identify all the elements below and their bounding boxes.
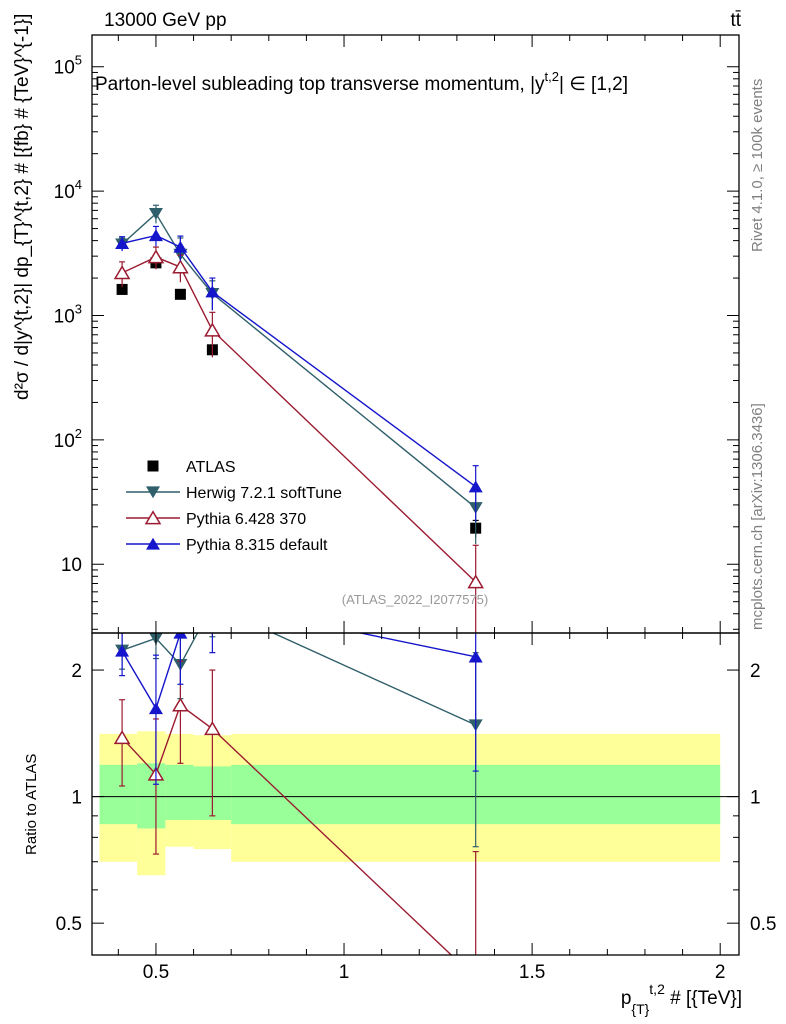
- ratio-y-axis-label: Ratio to ATLAS: [23, 754, 40, 855]
- data-point: [172, 259, 189, 274]
- ratio-line: [121, 633, 476, 711]
- ratio-y-tick-label-right: 1: [750, 788, 761, 809]
- ratio-panel-frame: [91, 632, 740, 956]
- rivet-version-label: Rivet 4.1.0, ≥ 100k events: [749, 79, 766, 252]
- main-y-tick-label: 105: [54, 53, 82, 79]
- series-pythia-8-315-default: [115, 225, 483, 522]
- ratio-point: [172, 697, 189, 712]
- ratio-point: [205, 596, 219, 608]
- ratio-series-pythia-8-315-default: [115, 596, 483, 785]
- main-y-tick-label: 10: [61, 555, 82, 576]
- data-point: [468, 480, 483, 493]
- main-panel-series: [113, 204, 484, 633]
- main-y-tick-label: 104: [54, 177, 82, 203]
- stat-uncertainty-band: [99, 764, 138, 825]
- series-line: [121, 212, 477, 509]
- ratio-point: [173, 633, 188, 639]
- data-point: [205, 285, 220, 298]
- energy-label: 13000 GeV pp: [104, 10, 227, 31]
- ratio-y-tick-label: 2: [71, 661, 82, 682]
- data-point: [204, 322, 221, 337]
- legend-label: ATLAS: [186, 459, 236, 476]
- data-point: [174, 288, 186, 300]
- legend-label: Pythia 6.428 370: [186, 511, 306, 528]
- legend-marker: [144, 510, 162, 525]
- data-point: [147, 249, 165, 264]
- main-y-tick-label: 103: [54, 301, 82, 327]
- main-y-tick-label: 102: [54, 426, 82, 452]
- x-tick-label: 2: [715, 962, 726, 983]
- data-point: [113, 265, 131, 280]
- data-point: [115, 237, 130, 249]
- ratio-point: [204, 720, 221, 736]
- legend-item: Herwig 7.2.1 softTune: [126, 485, 342, 502]
- x-tick-label: 0.5: [143, 962, 169, 983]
- legend-marker: [146, 537, 160, 550]
- plot-title: Parton-level subleading top transverse m…: [95, 69, 628, 95]
- stat-uncertainty-band: [165, 764, 194, 820]
- data-point: [116, 283, 128, 295]
- series-line: [121, 256, 477, 583]
- ratio-point: [115, 644, 130, 657]
- legend-item: Pythia 8.315 default: [126, 537, 328, 554]
- main-y-axis-label: d²σ / d|y^{t,2}| dp_{T}^{t,2} # [{fb} # …: [12, 14, 33, 400]
- stat-uncertainty-band: [137, 763, 166, 829]
- legend-item: ATLAS: [147, 459, 236, 476]
- data-point: [467, 574, 484, 589]
- ratio-point: [468, 650, 483, 663]
- legend-label: Pythia 8.315 default: [186, 537, 328, 554]
- ratio-y-tick-label-right: 0.5: [750, 914, 776, 935]
- ratio-panel-series: [113, 596, 483, 984]
- process-label: tt̄: [730, 10, 741, 31]
- ratio-point: [205, 600, 219, 612]
- data-point: [173, 240, 188, 253]
- ratio-y-tick-label-right: 2: [750, 661, 761, 682]
- axes: 0.5 1 1.5 2 10 102 103 104 105 0.5 0.5 1 1 2 2: [54, 35, 776, 983]
- ratio-point: [113, 730, 131, 745]
- legend-label: Herwig 7.2.1 softTune: [186, 485, 342, 502]
- analysis-watermark: (ATLAS_2022_I2077575): [342, 592, 488, 607]
- data-point: [148, 207, 163, 220]
- mcplots-label: mcplots.cern.ch [arXiv:1306.3436]: [749, 403, 766, 630]
- legend-item: Pythia 6.428 370: [126, 510, 306, 528]
- data-point: [148, 229, 163, 242]
- x-tick-label: 1.5: [519, 962, 545, 983]
- ratio-point: [469, 972, 483, 984]
- legend-marker: [147, 460, 159, 472]
- legend-marker: [146, 486, 160, 499]
- ratio-point: [148, 702, 163, 715]
- x-tick-label: 1: [339, 962, 350, 983]
- legend: ATLAS Herwig 7.2.1 softTune Pythia 6.428 3…: [126, 459, 342, 554]
- ratio-y-tick-label: 1: [71, 788, 82, 809]
- ratio-y-tick-label: 0.5: [56, 914, 82, 935]
- ratio-uncertainty-bands: [99, 731, 721, 876]
- x-axis-label: p{T}t,2 # [{TeV}]: [621, 981, 742, 1017]
